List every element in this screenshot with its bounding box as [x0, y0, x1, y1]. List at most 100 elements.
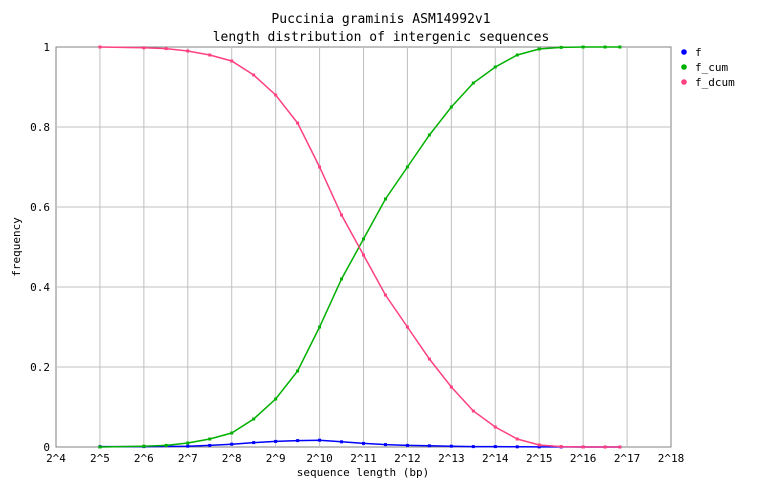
chart-subtitle: length distribution of intergenic sequen… [213, 30, 550, 45]
data-point [98, 445, 102, 449]
series-f-dcum [98, 45, 622, 449]
y-tick-label: 0.2 [30, 361, 50, 374]
data-point [449, 444, 453, 448]
series-line [99, 46, 620, 448]
x-tick-label: 2^9 [266, 452, 286, 465]
data-point [208, 437, 212, 441]
data-point [493, 65, 497, 69]
data-point [515, 53, 519, 57]
data-point [164, 443, 168, 447]
x-tick-label: 2^16 [570, 452, 597, 465]
y-tick-label: 0.4 [30, 281, 50, 294]
y-tick-label: 0.6 [30, 201, 50, 214]
data-point [471, 409, 475, 413]
x-tick-label: 2^8 [222, 452, 242, 465]
data-point [274, 93, 278, 97]
data-point [362, 237, 365, 241]
data-point [230, 59, 234, 63]
data-point [208, 443, 212, 447]
x-tick-label: 2^17 [614, 452, 641, 465]
data-point [274, 439, 278, 443]
data-point [383, 443, 387, 447]
data-point [383, 293, 387, 297]
data-point [537, 445, 541, 449]
data-point [493, 445, 497, 449]
series-line [99, 46, 620, 448]
data-point [405, 325, 409, 329]
x-tick-label: 2^10 [306, 452, 333, 465]
data-point [471, 445, 475, 449]
data-point [515, 437, 519, 441]
y-tick-label: 0.8 [30, 121, 50, 134]
series-f-cum [98, 45, 622, 449]
data-point [186, 441, 190, 445]
data-point [362, 253, 365, 257]
y-axis-title: frequency [10, 217, 23, 277]
data-point [559, 45, 563, 49]
data-point [208, 53, 212, 57]
data-point [515, 445, 519, 449]
data-point [318, 165, 322, 169]
data-point [405, 165, 409, 169]
data-point [581, 45, 585, 49]
legend-marker [681, 49, 687, 55]
series-layer [98, 45, 622, 449]
data-point [618, 45, 622, 49]
legend-label: f_cum [695, 61, 728, 74]
x-tick-label: 2^15 [526, 452, 553, 465]
x-tick-label: 2^4 [46, 452, 66, 465]
data-point [186, 444, 190, 448]
data-point [230, 431, 234, 435]
y-tick-label: 1 [43, 41, 50, 54]
data-point [296, 439, 300, 443]
legend-label: f_dcum [695, 76, 735, 89]
data-point [340, 213, 344, 217]
legend: f f_cum f_dcum [681, 46, 735, 89]
x-tick-label: 2^11 [350, 452, 377, 465]
data-point [405, 443, 409, 447]
data-point [581, 445, 585, 449]
data-point [230, 442, 234, 446]
grid [56, 47, 671, 447]
legend-marker [681, 64, 687, 70]
data-point [340, 440, 344, 444]
data-point [164, 47, 168, 51]
chart-title: Puccinia graminis ASM14992v1 [271, 12, 490, 27]
legend-marker [681, 79, 687, 85]
data-point [427, 444, 431, 448]
legend-label: f [695, 46, 702, 59]
data-point [98, 45, 102, 49]
x-tick-label: 2^12 [394, 452, 421, 465]
x-tick-label: 2^13 [438, 452, 465, 465]
data-point [318, 325, 322, 329]
data-point [296, 121, 300, 125]
tick-labels: 2^4 2^5 2^6 2^7 2^8 2^9 2^10 2^11 2^12 2^13 2^14 2^… [30, 41, 684, 465]
data-point [296, 369, 300, 373]
data-point [603, 445, 607, 449]
data-point [493, 425, 497, 429]
data-point [618, 445, 622, 449]
data-point [252, 417, 256, 421]
data-point [340, 277, 344, 281]
y-tick-label: 0 [43, 441, 50, 454]
x-axis-title: sequence length (bp) [297, 466, 429, 479]
data-point [252, 73, 256, 77]
x-tick-label: 2^14 [482, 452, 509, 465]
data-point [274, 397, 278, 401]
data-point [603, 45, 607, 49]
data-point [537, 47, 541, 51]
data-point [383, 197, 387, 201]
data-point [252, 441, 256, 445]
x-tick-label: 2^5 [90, 452, 110, 465]
data-point [142, 444, 146, 448]
data-point [427, 357, 431, 361]
data-point [142, 46, 146, 50]
data-point [318, 438, 322, 442]
data-point [186, 49, 190, 53]
x-tick-label: 2^6 [134, 452, 154, 465]
data-point [537, 443, 541, 447]
data-point [362, 441, 365, 445]
data-point [559, 445, 563, 449]
